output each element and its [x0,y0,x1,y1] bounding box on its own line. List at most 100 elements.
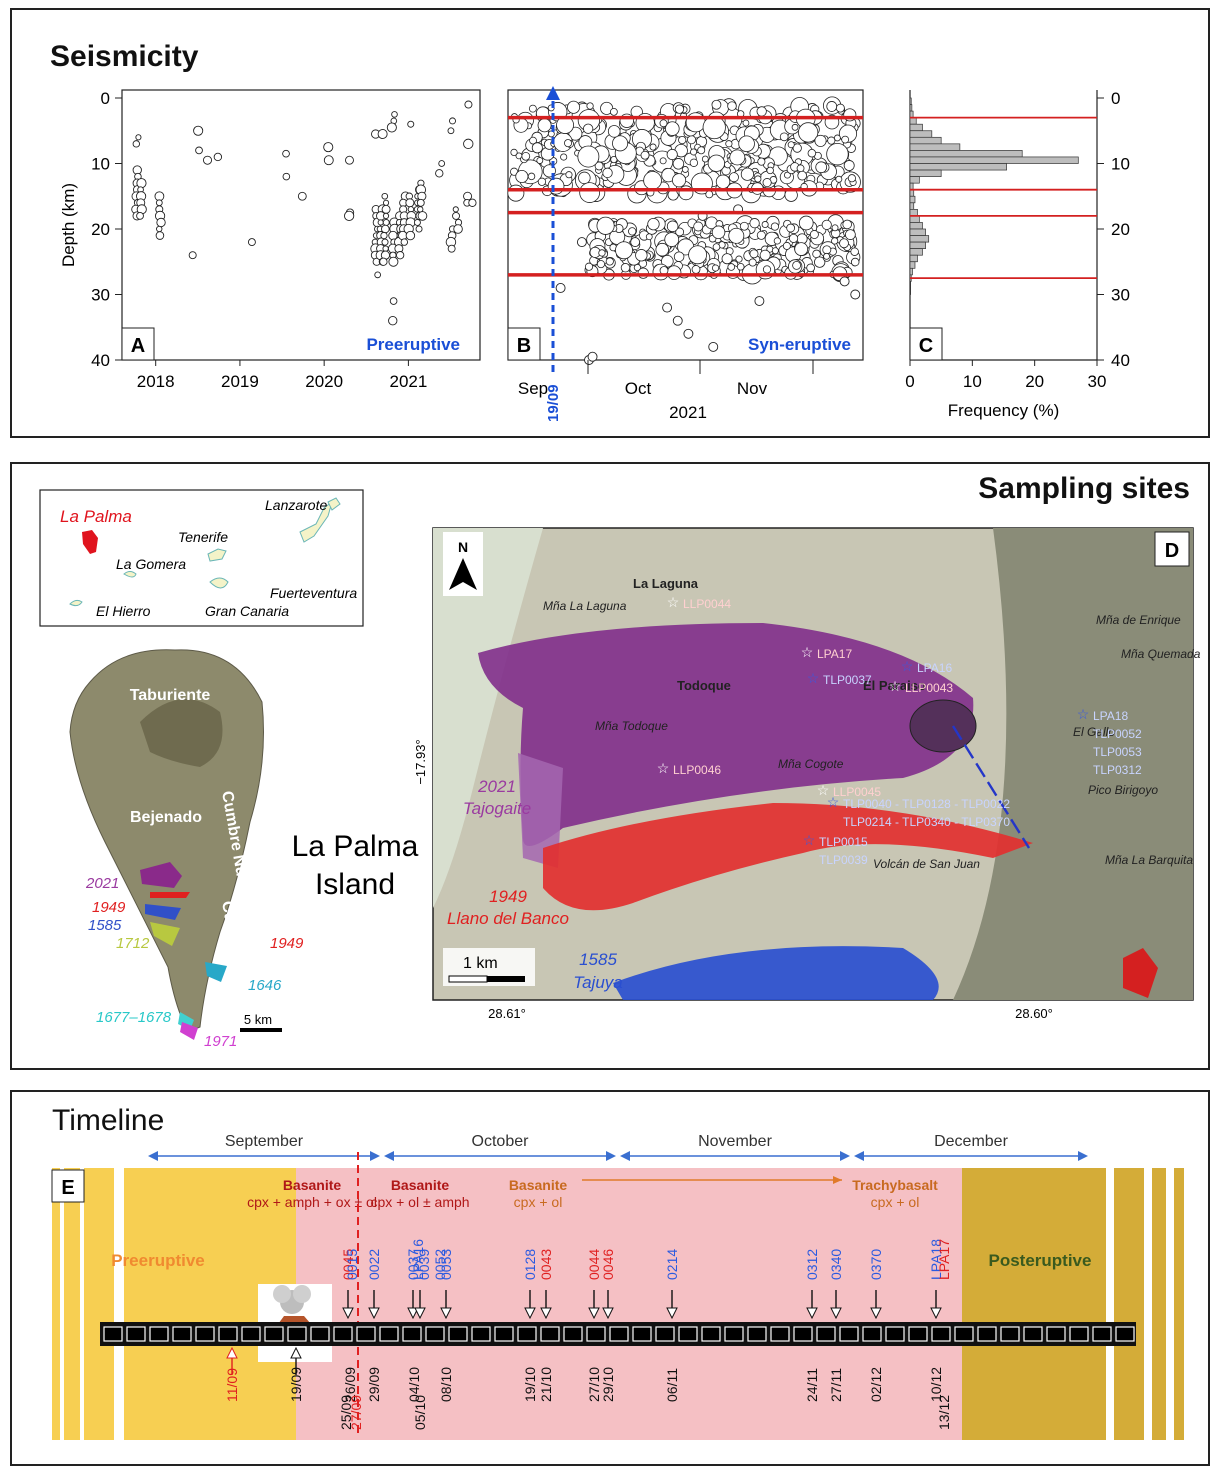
seismic-event [413,218,421,226]
histogram-bar [909,195,916,204]
seismic-event [807,149,817,158]
rock-type-name: Basanite [391,1177,450,1193]
seismic-event [712,243,721,251]
sample-label-red: LLP0044 [683,597,731,611]
seismic-event [845,229,856,240]
panel-c-xtick-label: 10 [963,372,982,391]
seismic-event [794,242,809,256]
panel-c-ytick-label: 10 [1111,155,1130,174]
timeline-cell [701,1326,721,1342]
sample-label-blue: TLP0040 - TLP0128 - TLP0022 [843,797,1010,811]
sample-arrow-head [666,1307,678,1320]
timeline-cell [149,1326,169,1342]
fuerteventura-shape [299,500,333,543]
sample-label-top: 0046 [600,1249,616,1280]
seismic-event [688,245,708,265]
seismic-event [537,118,552,133]
sample-label-red: LPA17 [817,647,852,661]
seismic-event [797,170,808,181]
seismic-event [666,220,679,233]
syneruptive-band [296,1168,962,1440]
seismic-event [678,135,687,145]
seismic-event [282,149,290,158]
seismic-event [831,224,839,232]
panel-b-label-box [507,327,541,361]
seismic-event [529,136,537,145]
map-scale-label: 1 km [463,955,498,972]
histogram-bar [909,267,913,276]
seismic-event [754,296,765,306]
seismic-event [620,263,631,273]
histogram-bar [909,104,913,112]
panel-a-xtick-label: 2020 [305,372,343,391]
seismic-event [643,171,662,190]
seismic-event [690,148,698,156]
seismic-event [507,184,525,202]
place-label: Todoque [677,678,731,693]
sample-star-blue: ☆ [803,832,816,848]
sample-star-red: ☆ [667,594,680,610]
seismic-event [736,262,745,271]
month-label: September [225,1133,304,1150]
panel-c-xtick-label: 30 [1088,372,1107,391]
timeline-label-box [51,1169,85,1203]
seismic-event [701,155,709,163]
post-stripe [1152,1168,1166,1440]
month-label: December [934,1133,1008,1150]
flow-year-label: 2021 [85,875,119,892]
sample-label-blue: TLP0037 [823,673,872,687]
seismic-event [381,204,391,214]
seismic-event [156,225,163,233]
inset-label: Lanzarote [265,497,327,513]
seismic-event [850,289,861,300]
seismic-event [587,351,598,362]
timeline-cell [839,1326,859,1342]
seismic-event [756,230,766,240]
seismic-event [739,221,749,231]
seismic-event [463,138,474,150]
histogram-bar [909,235,930,243]
seismic-event [448,117,457,125]
flow-2021-label: 2021 [477,777,516,796]
flow-year-label: 1585 [88,917,122,934]
date-label: 27/10 [586,1367,602,1402]
timeline-cell [724,1326,744,1342]
sample-star-blue: ☆ [1077,706,1090,722]
sample-label-blue: TLP0015 [819,835,868,849]
place-label: Mña Cogote [778,757,844,771]
sample-label-top: 0214 [664,1249,680,1280]
seismic-event [762,178,772,188]
histogram-bar [909,143,961,151]
sample-label-top: 0037 [405,1249,421,1280]
seismic-event [664,232,680,247]
flow-1949 [150,892,190,898]
map-scale-bar-white [448,975,488,983]
north-arrow-icon [449,558,477,590]
histogram-bar [909,150,1023,158]
post-stripe [1114,1168,1144,1440]
seismic-event [826,101,838,112]
seismic-event [389,297,398,305]
seismic-event [565,171,573,179]
seismic-event [711,99,722,110]
month-arrow-head [840,1151,850,1161]
seismic-event [685,112,706,133]
seismic-event [843,160,855,171]
panel-b-label: B [517,335,531,357]
seismic-event [547,177,565,195]
seismic-event [388,256,399,267]
seismic-event [689,158,699,167]
eruption-arrow-head [290,1346,302,1359]
seismic-event [783,171,791,179]
seismic-event [596,260,606,269]
histogram-bar [909,261,916,269]
seismic-event [136,212,144,220]
date-label: 11/09 [224,1368,240,1402]
flow-1585 [145,904,181,920]
seismic-event [388,316,398,326]
seismic-event [725,140,733,148]
trend-arrow-head [833,1176,842,1184]
place-label: Mña La Laguna [543,599,627,613]
seismic-event [683,328,694,339]
